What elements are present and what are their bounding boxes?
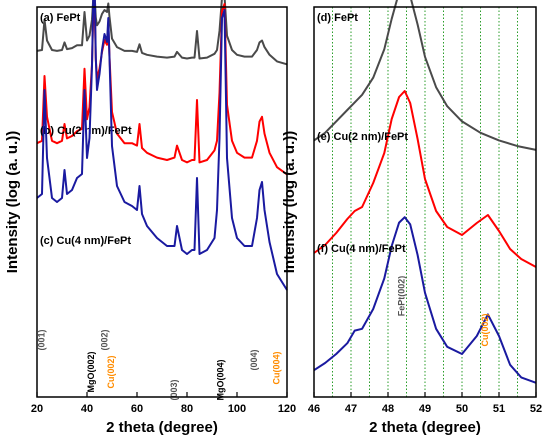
series-line-3 (36, 0, 288, 291)
plot-frame (36, 6, 288, 398)
plot-frame (313, 6, 537, 398)
series-line-3 (313, 216, 537, 384)
x-tick-label: 49 (419, 403, 431, 415)
x-tick-label: 50 (456, 403, 468, 415)
series-label-3: (c) Cu(4 nm)/FePt (40, 235, 131, 247)
x-tick-label: 120 (278, 403, 296, 415)
x-tick-label: 52 (530, 403, 542, 415)
x-tick-label: 60 (131, 403, 143, 415)
x-tick-label: 47 (345, 403, 357, 415)
x-tick-label: 40 (81, 403, 93, 415)
series-label-2: (e) Cu(2 nm)/FePt (317, 131, 408, 143)
x-tick-label: 100 (228, 403, 246, 415)
y-axis-title: Intensity (log (a. u.)) (4, 131, 21, 274)
peak-label: Cu(004) (272, 351, 282, 384)
x-axis-title: 2 theta (degree) (369, 419, 481, 436)
x-tick-label: 46 (308, 403, 320, 415)
peak-label: FePt(002) (397, 276, 407, 317)
series-label-1: (d) FePt (317, 12, 358, 24)
x-axis-title: 2 theta (degree) (106, 419, 218, 436)
y-axis-title: Intensity (log (a. u.)) (281, 131, 298, 274)
peak-label: Cu(002) (106, 355, 116, 388)
series-label-3: (f) Cu(4 nm)/FePt (317, 243, 406, 255)
peak-label: (003) (169, 379, 179, 400)
series-line-1 (313, 0, 537, 151)
peak-label: Cu(002) (480, 313, 490, 346)
x-tick-label: 80 (181, 403, 193, 415)
peak-label: (001) (37, 329, 47, 350)
peak-label: (002) (100, 329, 110, 350)
series-label-1: (a) FePt (40, 12, 81, 24)
series-line-1 (36, 0, 288, 66)
x-tick-label: 48 (382, 403, 394, 415)
peak-label: (004) (249, 349, 259, 370)
x-tick-label: 20 (31, 403, 43, 415)
peak-label: MgO(004) (215, 359, 225, 400)
peak-label: MgO(002) (86, 351, 96, 392)
series-line-2 (36, 0, 288, 176)
series-line-2 (313, 90, 537, 268)
x-tick-label: 51 (493, 403, 505, 415)
